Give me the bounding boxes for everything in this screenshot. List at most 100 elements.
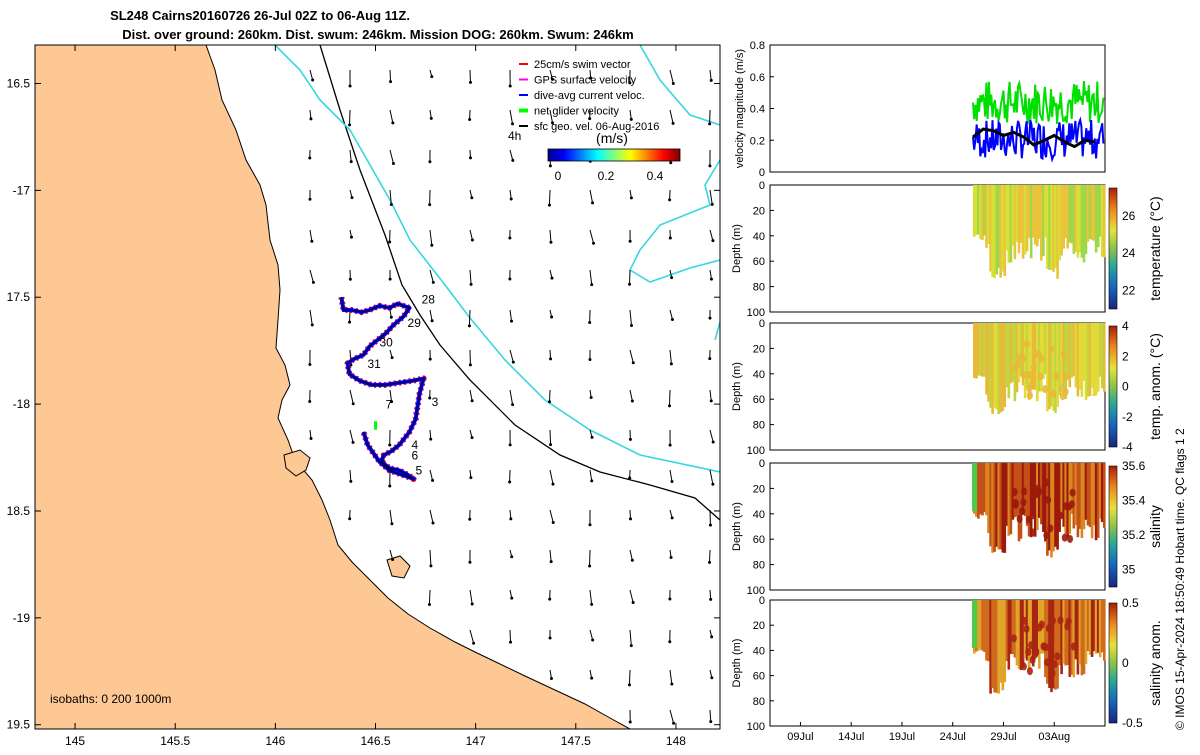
geo-velocity-arrowhead <box>548 204 551 207</box>
geo-velocity-arrowhead <box>352 402 355 405</box>
colorbar-tick-0: 0 <box>555 169 562 183</box>
geo-velocity-arrowhead <box>388 240 391 243</box>
heatmap-blob <box>1049 669 1055 677</box>
geo-velocity-arrowhead <box>590 603 593 606</box>
geo-velocity-arrowhead <box>510 597 513 600</box>
isobaths-label: isobaths: 0 200 1000m <box>50 692 171 706</box>
map-xtick-label: 146.5 <box>360 734 390 748</box>
time-tick-label: 24Jul <box>940 731 966 743</box>
geo-velocity-arrowhead <box>669 237 672 240</box>
geo-velocity-arrowhead <box>512 361 515 364</box>
geo-velocity-arrowhead <box>668 597 671 600</box>
heatmap-blob <box>1059 385 1065 393</box>
geo-velocity-arrowhead <box>711 239 714 242</box>
depth-tick-label: 0 <box>759 180 765 192</box>
geo-velocity-arrowhead <box>670 480 673 483</box>
heatmap-blob <box>1050 390 1056 398</box>
heatmap-blob <box>1033 649 1039 657</box>
geo-velocity-arrowhead <box>670 276 673 279</box>
geo-velocity-arrowhead <box>632 361 635 364</box>
velocity-ytick-label: 0.4 <box>750 104 765 116</box>
depth-tick-label: 40 <box>753 231 765 243</box>
heatmap-cell-column <box>1103 185 1106 257</box>
geo-velocity-arrowhead <box>348 123 351 126</box>
colorbar-tick-label: 22 <box>1122 283 1136 297</box>
geo-velocity-arrowhead <box>669 444 672 447</box>
colorbar-tick-label: 26 <box>1122 209 1136 223</box>
depth-ylabel: Depth (m) <box>731 224 743 273</box>
geo-velocity-arrowhead <box>588 321 591 324</box>
geo-velocity-arrowhead <box>672 722 675 725</box>
heatmap-blob <box>1021 487 1027 495</box>
geo-velocity-arrowhead <box>468 561 471 564</box>
geo-velocity-arrowhead <box>470 283 473 286</box>
geo-velocity-arrow <box>549 190 550 205</box>
geo-velocity-arrowhead <box>708 164 711 167</box>
colorbar-label: temperature (°C) <box>1147 196 1163 300</box>
heatmap-blob <box>1063 373 1069 381</box>
geo-velocity-arrow <box>550 430 551 445</box>
geo-velocity-arrowhead <box>672 82 675 85</box>
geo-velocity-arrowhead <box>552 521 555 524</box>
geo-velocity-arrowhead <box>429 358 432 361</box>
geo-velocity-arrowhead <box>310 240 313 243</box>
heatmap-blob <box>1013 501 1019 509</box>
geo-velocity-arrowhead <box>471 436 474 439</box>
velocity-ytick-label: 0.2 <box>750 135 765 147</box>
depth-ylabel: Depth (m) <box>731 362 743 411</box>
heatmap-edge-column <box>972 463 977 511</box>
side-note: © IMOS 15-Apr-2024 18:50:49 Hobart time.… <box>1173 428 1187 730</box>
geo-velocity-arrowhead <box>711 203 714 206</box>
geo-velocity-arrowhead <box>591 639 594 642</box>
geo-velocity-arrowhead <box>391 121 394 124</box>
geo-velocity-arrowhead <box>709 720 712 723</box>
geo-velocity-arrowhead <box>428 203 431 206</box>
geo-velocity-arrowhead <box>668 198 671 201</box>
geo-velocity-arrowhead <box>511 159 514 162</box>
geo-velocity-arrowhead <box>349 480 352 483</box>
geo-velocity-arrowhead <box>510 197 513 200</box>
speed-colorbar <box>548 149 680 161</box>
heatmap-blob <box>1044 658 1050 666</box>
heatmap-blob <box>1024 340 1030 348</box>
geo-velocity-arrowhead <box>630 644 633 647</box>
geo-velocity-arrowhead <box>629 240 632 243</box>
geo-velocity-arrowhead <box>668 404 671 407</box>
heatmap-blob <box>1019 507 1025 515</box>
depth-tick-label: 80 <box>753 420 765 432</box>
geo-velocity-arrowhead <box>590 479 593 482</box>
depth-tick-label: 20 <box>753 483 765 495</box>
colorbar-tick-label: -2 <box>1122 410 1133 424</box>
geo-velocity-arrowhead <box>511 403 514 406</box>
heatmap-colorbar <box>1109 603 1117 723</box>
heatmap-blob <box>1066 502 1072 510</box>
geo-velocity-arrowhead <box>671 516 674 519</box>
heatmap-blob <box>1042 385 1048 393</box>
geo-velocity-arrowhead <box>510 555 513 558</box>
heatmap-blob <box>1054 497 1060 505</box>
geo-velocity-arrow <box>629 670 630 685</box>
geo-velocity-arrowhead <box>670 362 673 365</box>
geo-velocity-arrowhead <box>389 278 392 281</box>
heatmap-blob <box>1026 384 1032 392</box>
geo-velocity-arrowhead <box>511 122 514 125</box>
geo-velocity-arrowhead <box>629 721 632 724</box>
geo-velocity-arrowhead <box>310 437 313 440</box>
depth-tick-label: 40 <box>753 369 765 381</box>
geo-velocity-arrowhead <box>590 396 593 399</box>
geo-velocity-arrowhead <box>712 440 715 443</box>
depth-tick-label: 0 <box>759 458 765 470</box>
title-line-2: Dist. over ground: 260km. Dist. swum: 24… <box>122 27 634 42</box>
time-tick-label: 09Jul <box>787 731 813 743</box>
geo-velocity-arrowhead <box>308 363 311 366</box>
colorbar-tick-label: 35.4 <box>1122 494 1146 508</box>
track-day-label: 7 <box>386 397 393 411</box>
heatmap-blob <box>1021 371 1027 379</box>
geo-velocity-arrowhead <box>431 319 434 322</box>
heatmap-blob <box>1050 617 1056 625</box>
geo-velocity-arrowhead <box>709 524 712 527</box>
legend-item-label: 25cm/s swim vector <box>534 59 631 71</box>
